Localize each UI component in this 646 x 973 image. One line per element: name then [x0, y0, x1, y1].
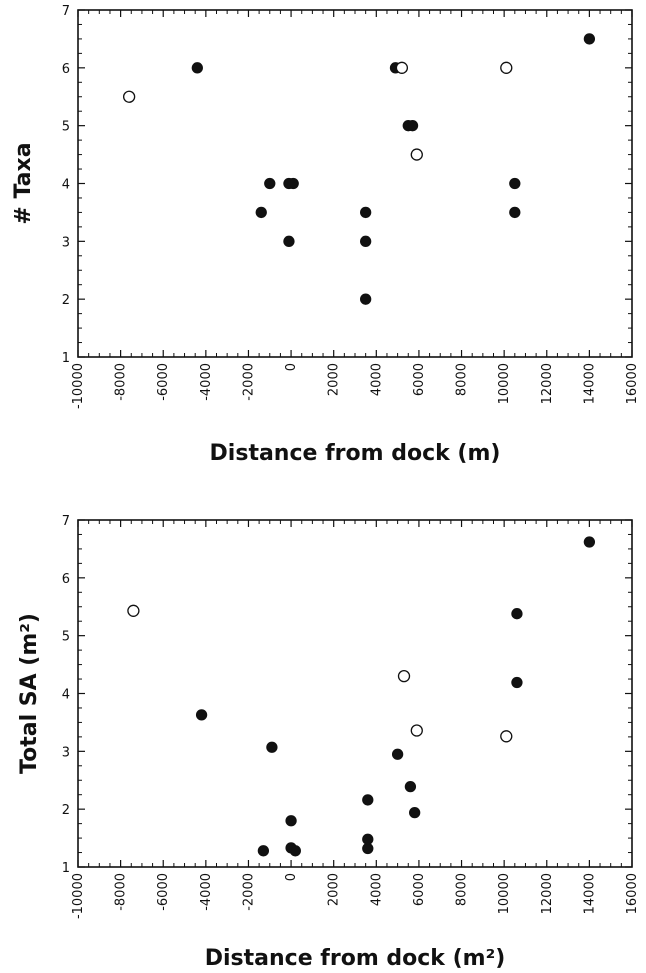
filled-data-point — [191, 62, 203, 74]
x-tick-label: 14000 — [582, 873, 597, 914]
filled-data-point — [257, 845, 270, 857]
filled-data-point — [287, 177, 299, 190]
x-tick-label: 0 — [284, 363, 299, 371]
x-tick-label: 10000 — [497, 873, 512, 914]
y-axis-title: Total SA (m²) — [17, 613, 42, 774]
taxa-scatter-svg: -10000 -8000 -6000 -4000 -2000 0 2000 4000 6000 8… — [11, 4, 640, 466]
x-axis-title: Distance from dock (m²) — [205, 946, 506, 971]
x-tick-label: -2000 — [241, 873, 256, 911]
surface-area-scatter-chart: -10000 -8000 -6000 -4000 -2000 0 2000 4000 6000 8… — [0, 505, 646, 973]
open-data-point — [500, 61, 513, 74]
filled-data-point — [583, 536, 596, 548]
y-axis-title: # Taxa — [11, 142, 36, 224]
filled-data-point — [264, 177, 276, 190]
x-tick-label: 10000 — [497, 363, 512, 404]
x-tick-label: 16000 — [625, 363, 640, 404]
plot-frame — [77, 519, 633, 868]
filled-data-point — [406, 120, 419, 132]
x-tick-label: 8000 — [455, 363, 470, 396]
y-tick-label: 1 — [62, 861, 70, 876]
x-tick-label: 12000 — [540, 873, 555, 914]
open-data-point — [122, 90, 136, 103]
open-data-point — [395, 61, 409, 74]
open-data-point — [410, 148, 423, 161]
x-tick-label: -6000 — [156, 363, 171, 401]
filled-data-point — [391, 748, 404, 760]
x-tick-label: 6000 — [412, 873, 427, 906]
y-tick-label: 5 — [62, 120, 70, 135]
filled-data-point — [409, 806, 421, 819]
open-data-point — [127, 604, 140, 617]
filled-data-point — [583, 33, 596, 45]
x-tick-label: 6000 — [412, 363, 427, 396]
x-tick-label: -4000 — [199, 873, 214, 911]
filled-data-point — [283, 235, 295, 247]
x-tick-label: -10000 — [71, 873, 86, 919]
y-tick-label: 6 — [62, 572, 70, 587]
y-tick-label: 3 — [62, 745, 70, 760]
filled-data-point — [511, 608, 523, 620]
x-tick-label: 16000 — [625, 873, 640, 914]
x-tick-label: -8000 — [114, 873, 129, 911]
x-tick-label: 0 — [284, 873, 299, 881]
y-tick-label: 3 — [62, 235, 70, 250]
x-tick-label: -8000 — [114, 363, 129, 401]
filled-data-point — [266, 741, 278, 753]
y-tick-label: 2 — [62, 803, 70, 818]
filled-data-point — [255, 206, 267, 219]
filled-data-point — [511, 676, 523, 689]
open-data-point — [410, 724, 423, 737]
filled-data-point — [285, 815, 297, 827]
x-tick-label: 4000 — [369, 363, 384, 396]
y-tick-label: 4 — [62, 688, 70, 703]
filled-data-point — [195, 709, 208, 721]
filled-data-point — [362, 842, 374, 855]
filled-data-point — [289, 845, 301, 857]
filled-data-point — [362, 833, 374, 845]
y-tick-label: 1 — [62, 351, 70, 366]
open-data-point — [500, 730, 513, 743]
x-tick-label: 4000 — [369, 873, 384, 906]
y-tick-label: 6 — [62, 62, 70, 77]
y-tick-label: 4 — [62, 178, 70, 193]
x-tick-label: 2000 — [327, 363, 342, 396]
x-axis-title: Distance from dock (m) — [210, 441, 501, 466]
taxa-scatter-chart: -10000 -8000 -6000 -4000 -2000 0 2000 4000 6000 8… — [0, 0, 646, 480]
x-tick-label: 12000 — [540, 363, 555, 404]
x-tick-label: -2000 — [241, 363, 256, 401]
y-tick-label: 7 — [62, 514, 70, 529]
filled-data-point — [404, 780, 417, 793]
plot-frame — [77, 9, 633, 358]
filled-data-point — [360, 206, 372, 219]
x-tick-label: 2000 — [327, 873, 342, 906]
open-data-point — [397, 669, 411, 683]
filled-data-point — [360, 293, 372, 305]
y-tick-label: 2 — [62, 293, 70, 308]
x-tick-label: 14000 — [582, 363, 597, 404]
y-tick-label: 7 — [62, 4, 70, 19]
filled-data-point — [360, 235, 372, 247]
surface-area-scatter-svg: -10000 -8000 -6000 -4000 -2000 0 2000 4000 6000 8… — [17, 514, 640, 971]
x-tick-label: -6000 — [156, 873, 171, 911]
filled-data-point — [509, 206, 521, 219]
filled-data-point — [509, 177, 521, 190]
x-tick-label: 8000 — [455, 873, 470, 906]
y-tick-label: 5 — [62, 630, 70, 645]
x-tick-label: -10000 — [71, 363, 86, 409]
x-tick-label: -4000 — [199, 363, 214, 401]
filled-data-point — [362, 794, 374, 806]
